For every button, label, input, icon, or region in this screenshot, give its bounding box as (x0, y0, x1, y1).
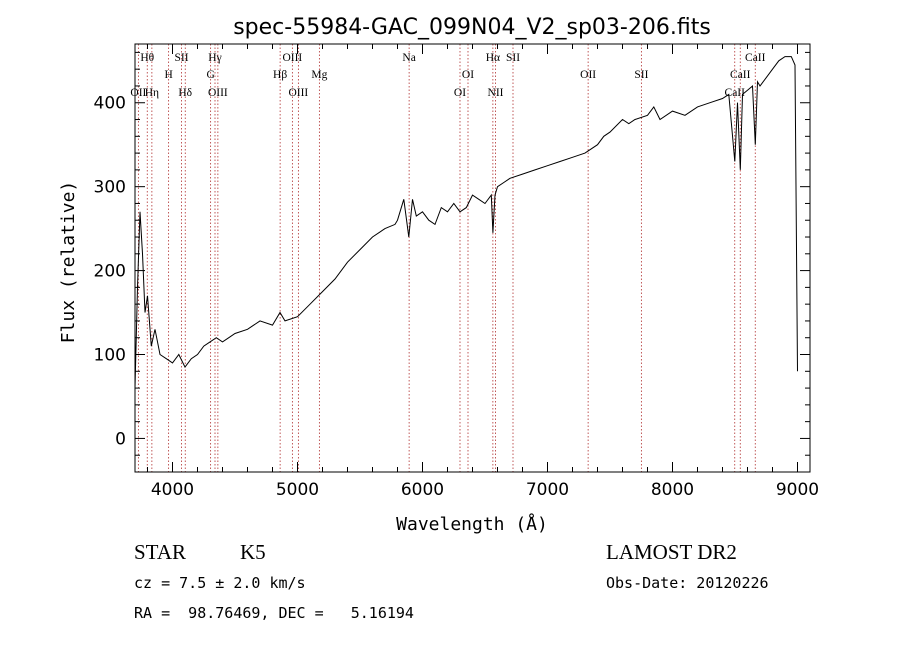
spectral-line-label: OI (462, 69, 474, 81)
y-tick-label: 200 (94, 262, 126, 282)
x-tick-label: 6000 (401, 480, 444, 500)
spectral-line-label: NII (488, 87, 504, 99)
spectral-line-label: Na (402, 52, 415, 64)
spectral-line-label: Hα (486, 52, 500, 64)
x-tick-label: 5000 (276, 480, 319, 500)
spectral-line-label: G (206, 69, 214, 81)
y-tick-label: 100 (94, 346, 126, 366)
spectral-line-label: H (164, 69, 172, 81)
spectral-line-label: SII (506, 52, 520, 64)
plot-area: 4000 5000 6000 7000 8000 9000 0 100 200 300 400 Hθ O… (94, 43, 819, 500)
x-tick-label: 8000 (651, 480, 694, 500)
redshift-velocity: cz = 7.5 ± 2.0 km/s (134, 574, 306, 592)
observation-date: Obs-Date: 20120226 (606, 574, 769, 592)
spectral-line-label: Mg (311, 69, 327, 81)
spectral-line-label: SII (174, 52, 188, 64)
spectral-line-label: Hθ (140, 52, 154, 64)
x-tick-label: 4000 (151, 480, 194, 500)
y-tick-label: 400 (94, 94, 126, 114)
spectral-line-label: Hδ (178, 87, 192, 99)
y-tick-label: 0 (115, 429, 126, 449)
ra-dec-coordinates: RA = 98.76469, DEC = 5.16194 (134, 604, 414, 622)
x-axis-label: Wavelength (Å) (396, 513, 548, 535)
x-tick-label: 7000 (526, 480, 569, 500)
spectral-line-label: CaII (725, 87, 746, 99)
spectral-line-label: OII (580, 69, 596, 81)
object-subclass: K5 (240, 540, 266, 564)
y-tick-label: 300 (94, 178, 126, 198)
plot-frame (134, 43, 811, 473)
spectral-line-label: Hβ (273, 69, 287, 81)
spectral-line-label: OIII (208, 87, 228, 99)
y-axis-label: Flux (relative) (58, 181, 79, 344)
survey-name: LAMOST DR2 (606, 540, 737, 564)
spectral-line-label: CaII (745, 52, 766, 64)
spectral-line-label: OII (130, 87, 146, 99)
x-tick-label: 9000 (776, 480, 819, 500)
spectral-line-label: OI (454, 87, 466, 99)
spectral-line-label: CaII (730, 69, 751, 81)
spectral-line-label: OIII (282, 52, 302, 64)
chart-title: spec-55984-GAC_099N04_V2_sp03-206.fits (233, 15, 711, 40)
object-class: STAR (134, 540, 186, 564)
spectral-line-label: OIII (288, 87, 308, 99)
spectral-line-label: Hγ (208, 52, 221, 64)
spectral-line-label: Hη (145, 87, 159, 99)
spectrum-line (134, 56, 798, 389)
spectral-line-label: SII (634, 69, 648, 81)
